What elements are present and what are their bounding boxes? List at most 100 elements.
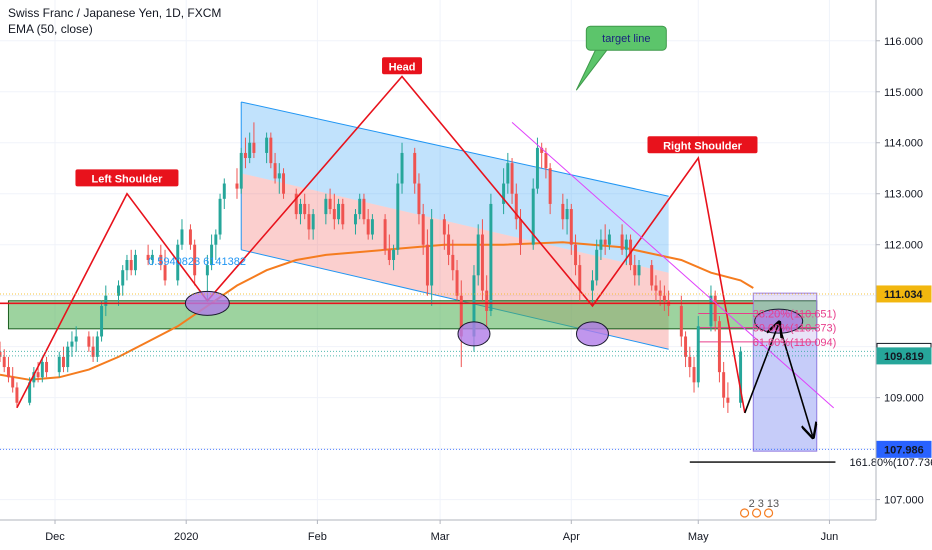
candle-body	[294, 193, 298, 215]
candle-body	[324, 198, 328, 215]
fib-label: 61.80%(110.094)	[753, 337, 837, 349]
candle-body	[599, 239, 603, 250]
candle-body	[66, 346, 70, 368]
candle-body	[722, 372, 726, 398]
candle-body	[535, 147, 539, 189]
candle-body	[248, 142, 252, 159]
pattern-label-bg	[647, 136, 758, 154]
candle-body	[574, 244, 578, 266]
candle-body	[277, 173, 281, 179]
candle-body	[650, 265, 654, 286]
candle-body	[510, 163, 514, 194]
head-shoulders-line	[16, 75, 746, 414]
fib-label: 38.20%(110.651)	[753, 308, 837, 320]
candle-body	[569, 209, 573, 245]
candle-body	[129, 260, 133, 271]
candle-body	[146, 254, 150, 260]
candle-body	[366, 219, 370, 235]
event-markers: 2 3 13	[749, 498, 780, 510]
candle-body	[163, 265, 167, 281]
candle-body	[15, 387, 19, 403]
candle-body	[658, 290, 662, 296]
candle-body	[506, 163, 510, 184]
x-tick-label: May	[688, 531, 709, 543]
candle-body	[40, 361, 44, 378]
candle-body	[392, 249, 396, 260]
candle-body	[133, 254, 137, 271]
candle-body	[421, 214, 425, 245]
candle-body	[480, 234, 484, 291]
candle-body	[273, 163, 277, 179]
candle-body	[662, 295, 666, 301]
fib-label: 50.00%(110.373)	[753, 323, 837, 335]
candle-body	[607, 234, 611, 245]
event-marker-circle	[739, 508, 750, 518]
descending-trend-line	[511, 121, 835, 409]
candle-body	[603, 239, 607, 245]
callout-box	[585, 25, 667, 51]
candle-body	[739, 351, 743, 403]
candle-body	[222, 183, 226, 199]
candle-body	[210, 244, 214, 266]
fib-base-label: 0.5940823 6141382	[148, 256, 246, 268]
candle-body	[341, 203, 345, 225]
candle-body	[459, 295, 463, 337]
candle-body	[100, 305, 104, 337]
candle-body	[451, 254, 455, 271]
candle-body	[61, 356, 65, 368]
candle-body	[624, 239, 628, 250]
x-tick-label: 2020	[174, 531, 198, 543]
pattern-label: Head	[389, 61, 416, 73]
candles	[0, 122, 754, 413]
plot-background	[0, 0, 876, 520]
price-tag-bg	[876, 285, 932, 303]
pivot-ellipse	[575, 321, 609, 347]
x-tick-label: Feb	[308, 531, 327, 543]
candle-body	[70, 341, 74, 347]
y-tick-label: 114.000	[884, 138, 923, 150]
overlay-layer: Left Shoulder Head Right Shoulder target li…	[0, 25, 932, 518]
candle-body	[396, 183, 400, 250]
candle-body	[578, 265, 582, 291]
candle-body	[713, 295, 717, 322]
candle-body	[159, 254, 163, 266]
candle-body	[696, 326, 700, 383]
candle-body	[150, 254, 154, 260]
x-tick-label: Apr	[563, 531, 580, 543]
candle-body	[413, 152, 417, 184]
candle-body	[252, 142, 256, 153]
x-tick-label: Jun	[821, 531, 839, 543]
candle-body	[243, 152, 247, 159]
y-tick-label: 113.000	[884, 189, 923, 201]
candle-body	[485, 290, 489, 311]
candle-body	[540, 147, 544, 153]
candle-body	[717, 321, 721, 373]
candle-body	[489, 203, 493, 311]
pattern-label: Left Shoulder	[92, 173, 164, 185]
pivot-ellipse	[457, 321, 491, 347]
candle-body	[32, 372, 36, 383]
candle-body	[679, 305, 683, 337]
price-tag-bg	[876, 347, 932, 365]
y-tick-label: 116.000	[884, 36, 923, 48]
channel-upper-line	[241, 101, 669, 197]
candle-body	[188, 229, 192, 245]
candle-body	[307, 214, 311, 230]
y-tick-label: 109.000	[884, 393, 924, 405]
candle-body	[298, 203, 302, 215]
candle-body	[548, 168, 552, 204]
candle-body	[447, 234, 451, 255]
symbol-title: Swiss Franc / Japanese Yen, 1D, FXCM	[8, 6, 222, 20]
candle-body	[239, 152, 243, 189]
pivot-ellipse	[184, 290, 230, 316]
candle-body	[595, 249, 599, 281]
fib-extension-label: 161.80%(107.736)	[849, 457, 932, 469]
candle-body	[180, 229, 184, 245]
event-marker-circle	[763, 508, 774, 518]
candle-body	[358, 198, 362, 215]
price-tag-label: 107.986	[884, 444, 924, 456]
candle-body	[74, 336, 78, 342]
